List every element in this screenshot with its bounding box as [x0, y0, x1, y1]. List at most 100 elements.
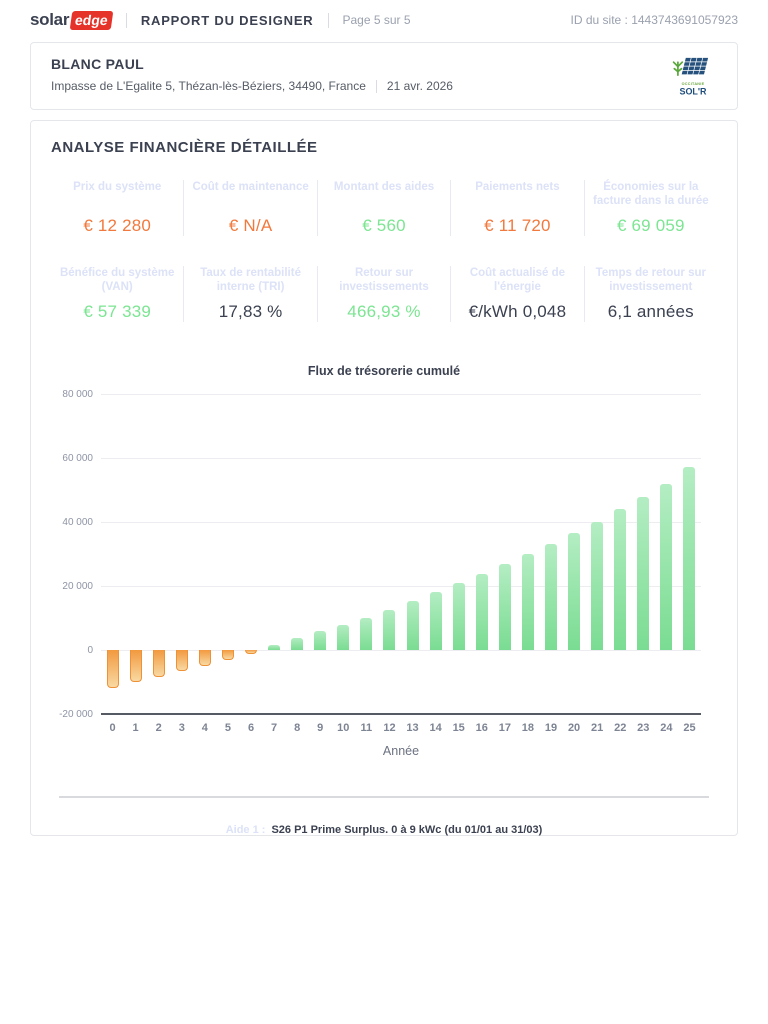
y-tick-label: -20 000 [59, 709, 93, 720]
metric-label: Temps de retour sur investissement [595, 267, 706, 294]
x-tick-label-20: 20 [567, 722, 581, 734]
solar-panel-icon [681, 57, 709, 75]
bar-year-1 [129, 650, 142, 682]
gridline-40000 [101, 522, 701, 523]
gridline-0 [101, 650, 701, 651]
x-axis-title: Année [382, 744, 420, 758]
sprout-icon [672, 61, 684, 76]
x-tick-label-8: 8 [294, 722, 301, 734]
metrics-row-2: Bénéfice du système (VAN) € 57 339 Taux … [51, 266, 717, 322]
x-tick-label-7: 7 [271, 722, 278, 734]
metric-cell: Bénéfice du système (VAN) € 57 339 [51, 266, 183, 322]
address-date-divider [375, 79, 377, 93]
cumulative-cashflow-chart: Flux de trésorerie cumulé -20 000 0 20 000… [51, 364, 717, 758]
x-tick-label-2: 2 [155, 722, 162, 734]
metric-value: € 69 059 [616, 216, 685, 235]
bar-year-24 [660, 483, 673, 650]
metric-cell: Retour sur investissements 466,93 % [316, 266, 450, 322]
y-tick-label: 80 000 [62, 389, 93, 400]
x-tick-label-22: 22 [614, 722, 627, 734]
y-tick-label: 20 000 [62, 581, 93, 592]
x-axis-line [101, 713, 701, 715]
bar-year-16 [475, 573, 488, 650]
metric-cell: Paiements nets € 11 720 [450, 180, 583, 236]
x-tick-label-19: 19 [544, 722, 558, 734]
gridline-60000 [101, 458, 701, 459]
bar-year-9 [314, 631, 327, 650]
y-tick-label: 60 000 [62, 453, 93, 464]
metric-label: Retour sur investissements [339, 267, 429, 294]
brand-solar-text: solar [30, 10, 70, 29]
metric-value: € 57 339 [83, 302, 152, 321]
x-tick-label-5: 5 [224, 722, 231, 734]
partner-logo-line1: OCCITANIE [682, 82, 705, 86]
aide-footnote: Aide 1 : S26 P1 Prime Surplus. 0 à 9 kWc … [51, 824, 717, 836]
metric-value: 6,1 années [607, 302, 694, 321]
metric-value: 17,83 % [218, 302, 283, 321]
page-indicator: Page 5 sur 5 [342, 13, 411, 27]
bar-year-14 [429, 591, 442, 650]
metric-value: 466,93 % [347, 302, 421, 321]
report-date: 21 avr. 2026 [386, 79, 453, 93]
x-tick-label-17: 17 [498, 722, 511, 734]
bar-year-19 [545, 543, 557, 650]
x-tick-label-24: 24 [660, 722, 673, 734]
x-tick-label-10: 10 [337, 722, 350, 734]
bar-year-13 [406, 600, 419, 650]
header-divider [327, 12, 329, 28]
solaredge-logo: solar edge [30, 10, 114, 30]
brand-edge-badge: edge [69, 10, 114, 30]
aide-label: Aide 1 : [225, 824, 266, 836]
metric-cell: Montant des aides € 560 [316, 180, 450, 236]
plot-area: -20 000 0 20 000 40 000 60 000 80 000 [59, 389, 701, 720]
client-card: BLANC PAUL Impasse de L'Egalite 5, Théza… [30, 42, 738, 110]
occitanie-solr-logo: OCCITANIE SOL'R [672, 57, 709, 97]
x-tick-label-23: 23 [637, 722, 650, 734]
metrics-row-1: Prix du système € 12 280 Coût de mainten… [51, 180, 717, 236]
metric-value: € N/A [228, 216, 273, 235]
metric-cell: Coût de maintenance € N/A [183, 180, 316, 236]
x-tick-label-4: 4 [201, 722, 208, 734]
metric-label: Paiements nets [475, 181, 560, 193]
metric-label: Coût actualisé de l'énergie [469, 267, 566, 294]
metric-label: Prix du système [73, 181, 162, 193]
metric-value: € 560 [362, 216, 406, 235]
metric-value: € 12 280 [83, 216, 152, 235]
aide-text: S26 P1 Prime Surplus. 0 à 9 kWc (du 01/0… [271, 824, 543, 836]
gridline-80000 [101, 394, 701, 395]
metric-cell: Temps de retour sur investissement 6,1 a… [583, 266, 717, 322]
bar-year-11 [360, 617, 373, 650]
bar-year-6 [245, 650, 257, 654]
top-header: solar edge RAPPORT DU DESIGNER Page 5 su… [0, 0, 768, 32]
bar-year-23 [637, 496, 650, 650]
partner-logo-line2: SOL'R [679, 87, 707, 97]
x-tick-label-25: 25 [683, 722, 696, 734]
metric-label: Bénéfice du système (VAN) [59, 267, 175, 294]
bar-year-5 [221, 650, 234, 661]
metric-cell: Taux de rentabilité interne (TRI) 17,83 … [183, 266, 316, 322]
x-axis: 0 1 2 3 4 5 6 7 8 9 10 11 12 13 14 15 16 17 18 19 20 21 22 23 24… [101, 722, 701, 738]
x-tick-label-12: 12 [383, 722, 396, 734]
x-tick-label-14: 14 [429, 722, 442, 734]
metric-cell: Économies sur la facture dans la durée €… [583, 180, 717, 236]
bar-year-25 [683, 466, 696, 650]
bar-year-20 [568, 532, 581, 650]
bar-year-4 [198, 650, 211, 667]
metric-label: Coût de maintenance [192, 181, 309, 193]
bar-year-2 [152, 650, 165, 677]
chart-title: Flux de trésorerie cumulé [307, 364, 461, 378]
financial-analysis-card: ANALYSE FINANCIÈRE DÉTAILLÉE Prix du sys… [30, 120, 738, 836]
metric-cell: Coût actualisé de l'énergie €/kWh 0,048 [450, 266, 583, 322]
metric-label: Économies sur la facture dans la durée [592, 181, 709, 208]
site-id: ID du site : 1443743691057923 [570, 13, 738, 27]
bar-year-12 [383, 610, 396, 650]
bar-year-7 [268, 645, 281, 650]
bar-year-0 [106, 650, 119, 688]
metric-label: Montant des aides [333, 181, 435, 193]
client-address-line: Impasse de L'Egalite 5, Thézan-lès-Bézie… [51, 79, 717, 93]
x-tick-label-6: 6 [247, 722, 255, 734]
metric-cell: Prix du système € 12 280 [51, 180, 183, 236]
metric-label: Taux de rentabilité interne (TRI) [200, 267, 301, 294]
